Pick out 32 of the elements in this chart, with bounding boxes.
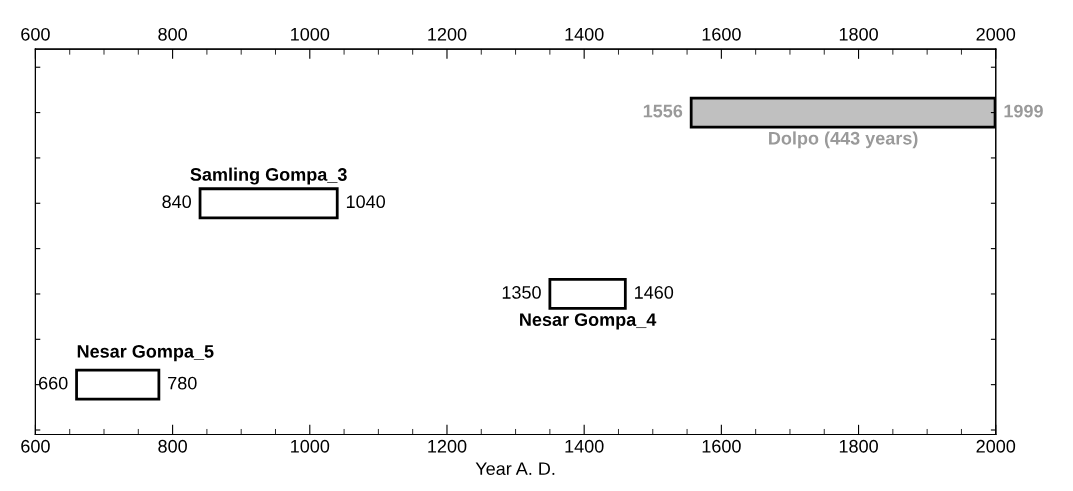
annotation: 1040 (346, 195, 386, 209)
x-tick-label: 600 (21, 439, 50, 453)
y-tick-label: Nesar Gompa_4 (520, 313, 657, 330)
x2-tick-label: 600 (21, 27, 50, 41)
annotation: 1350 (502, 286, 541, 299)
x-tick-label: 2000 (976, 439, 1016, 453)
x-tick-label: 1600 (702, 439, 741, 453)
annotation: 780 (168, 376, 197, 390)
x2-tick-label: 1600 (702, 27, 741, 41)
bar (198, 187, 339, 220)
x-axis-title: Year A. D. (475, 462, 555, 476)
x2-tick-label: 800 (158, 27, 187, 41)
y-tick-label: Dolpo (443 years) (769, 131, 918, 149)
annotation: 660 (39, 376, 68, 390)
x2-tick-label: 1400 (565, 27, 604, 41)
annotation: 840 (162, 195, 191, 209)
bar (548, 278, 627, 310)
x2-tick-label: 1000 (291, 27, 330, 41)
x-tick-label: 800 (158, 439, 187, 453)
y-tick-label: Samling Gompa_3 (190, 167, 347, 185)
annotation: 1460 (635, 286, 674, 299)
x2-tick-label: 2000 (976, 27, 1016, 41)
x-tick-label: 1800 (839, 439, 878, 453)
annotation: 1999 (1004, 104, 1043, 118)
annotation: 1556 (643, 104, 683, 118)
y-tick-label: Nesar Gompa_5 (77, 344, 214, 362)
x-tick-label: 1200 (428, 439, 467, 453)
x-tick-label: 1000 (291, 439, 330, 453)
x2-tick-label: 1200 (428, 27, 467, 41)
x2-tick-label: 1800 (839, 27, 878, 41)
x-tick-label: 1400 (565, 439, 604, 453)
bar (75, 368, 161, 401)
